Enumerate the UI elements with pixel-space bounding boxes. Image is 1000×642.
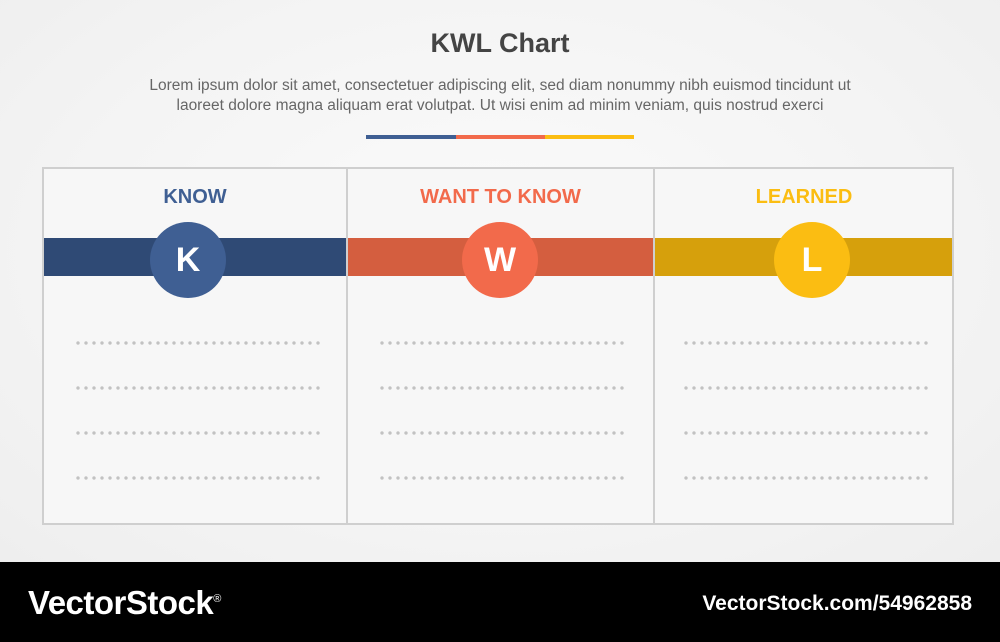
placeholder-line: [74, 386, 322, 390]
column-heading-learned: LEARNED: [755, 186, 853, 208]
placeholder-line: [682, 476, 930, 480]
watermark-footer: VectorStock® VectorStock.com/54962858: [0, 562, 1000, 642]
placeholder-line: [378, 476, 626, 480]
column-heading-want-to-know: WANT TO KNOW: [420, 186, 581, 208]
placeholder-line: [682, 341, 930, 345]
learned-letter-circle: L: [774, 222, 850, 298]
placeholder-line: [378, 431, 626, 435]
description-line-2: laoreet dolore magna aliquam erat volutp…: [176, 97, 824, 114]
description-line-1: Lorem ipsum dolor sit amet, consectetuer…: [149, 77, 851, 94]
placeholder-line: [682, 431, 930, 435]
placeholder-line: [378, 386, 626, 390]
placeholder-line: [378, 341, 626, 345]
column-divider-2: [653, 169, 655, 525]
vectorstock-url: VectorStock.com/54962858: [702, 592, 972, 615]
vectorstock-logo: VectorStock®: [28, 584, 221, 622]
infographic-canvas: KWL Chart Lorem ipsum dolor sit amet, co…: [0, 0, 1000, 562]
know-letter-circle: K: [150, 222, 226, 298]
divider-segment-want: [456, 135, 545, 139]
registered-mark: ®: [213, 593, 221, 605]
kwl-table: [42, 167, 954, 525]
description: Lorem ipsum dolor sit amet, consectetuer…: [60, 76, 940, 116]
placeholder-line: [74, 431, 322, 435]
page-title: KWL Chart: [430, 28, 570, 58]
column-heading-know: KNOW: [163, 186, 227, 208]
divider-segment-know: [366, 135, 456, 139]
placeholder-line: [74, 341, 322, 345]
divider-segment-learned: [545, 135, 634, 139]
column-divider-1: [346, 169, 348, 525]
vectorstock-logo-text: VectorStock: [28, 584, 214, 621]
want-letter-circle: W: [462, 222, 538, 298]
placeholder-line: [74, 476, 322, 480]
placeholder-line: [682, 386, 930, 390]
